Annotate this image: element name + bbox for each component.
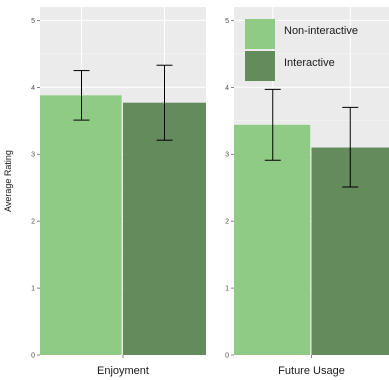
x-tick-label: Enjoyment xyxy=(97,365,149,377)
y-tick-label: 3 xyxy=(225,152,229,159)
y-tick-label: 1 xyxy=(31,286,35,293)
y-tick-label: 2 xyxy=(31,219,35,226)
y-tick-label: 4 xyxy=(31,85,35,92)
y-axis-title: Average Rating xyxy=(3,150,13,212)
bar-interactive xyxy=(123,102,206,355)
bar-non-interactive xyxy=(234,124,311,356)
legend-key xyxy=(245,51,275,81)
y-tick-label: 5 xyxy=(31,18,35,25)
legend-label: Non-interactive xyxy=(284,25,358,37)
y-tick-label: 0 xyxy=(31,353,35,360)
x-tick-label: Future Usage xyxy=(278,365,345,377)
y-tick-label: 3 xyxy=(31,152,35,159)
y-tick-label: 2 xyxy=(225,219,229,226)
legend-label: Interactive xyxy=(284,57,335,69)
y-tick-label: 1 xyxy=(225,286,229,293)
y-tick-label: 5 xyxy=(225,18,229,25)
bar-non-interactive xyxy=(40,95,122,355)
y-tick-label: 4 xyxy=(225,85,229,92)
legend-key xyxy=(245,19,275,49)
y-tick-label: 0 xyxy=(225,353,229,360)
